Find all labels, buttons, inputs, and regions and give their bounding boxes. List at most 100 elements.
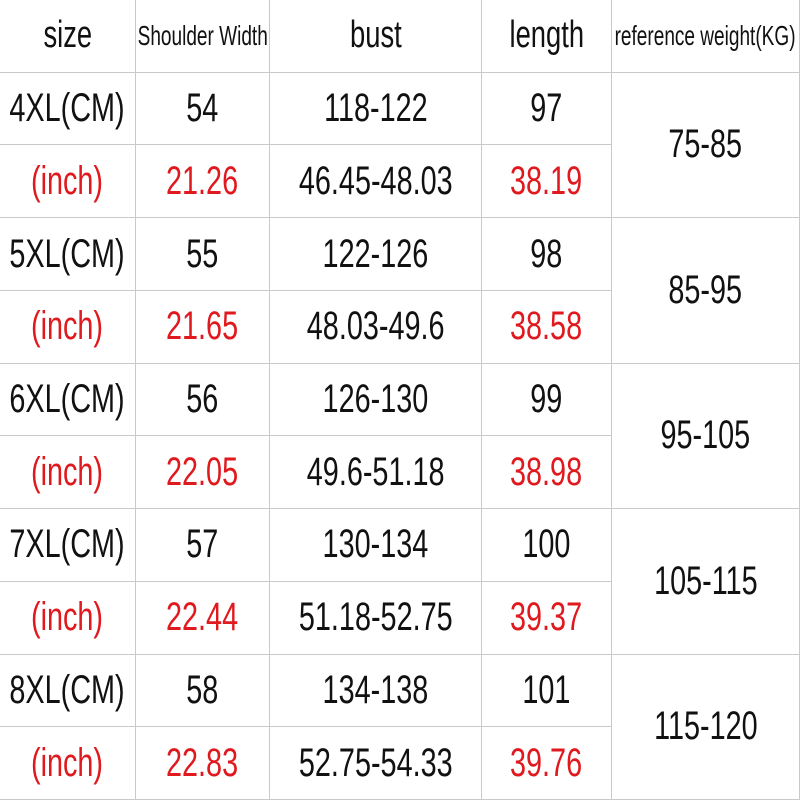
cm-cell: 7XL(CM)	[0, 509, 136, 582]
weight-cell: 95-105	[612, 363, 800, 510]
cell-text: 22.44	[166, 595, 239, 640]
cell-text: (inch)	[31, 158, 104, 203]
cm-cell: 134-138	[270, 654, 482, 728]
cell-text: (inch)	[31, 740, 104, 785]
cm-cell: 4XL(CM)	[0, 72, 136, 146]
cm-cell: 100	[482, 509, 612, 582]
cell-text: Shoulder Width	[137, 19, 268, 51]
cell-text: 118-122	[323, 86, 428, 131]
inch-cell: (inch)	[0, 436, 136, 510]
cell-text: bust	[349, 14, 402, 57]
inch-cell: 49.6-51.18	[270, 436, 482, 510]
cell-text: 22.05	[166, 449, 239, 494]
cm-cell: 130-134	[270, 509, 482, 582]
cell-text: 134-138	[322, 667, 429, 712]
cell-text: size	[43, 14, 92, 57]
inch-cell: 21.26	[136, 145, 270, 219]
cm-cell: 118-122	[270, 72, 482, 146]
cell-text: 22.83	[166, 740, 239, 785]
cm-cell: 54	[136, 72, 270, 146]
cell-text: 21.26	[166, 158, 239, 203]
cell-text: 38.19	[510, 158, 583, 203]
cell-text: 52.75-54.33	[298, 740, 453, 785]
cell-text: 6XL(CM)	[9, 376, 126, 421]
weight-cell: 115-120	[612, 654, 800, 800]
inch-cell: 38.19	[482, 145, 612, 219]
cm-cell: 97	[482, 72, 612, 146]
header-cell: length	[482, 0, 612, 73]
cell-text: 95-105	[660, 413, 751, 458]
inch-cell: 22.44	[136, 581, 270, 655]
weight-cell: 105-115	[612, 509, 800, 655]
cell-text: 49.6-51.18	[306, 449, 445, 494]
inch-cell: (inch)	[0, 290, 136, 364]
cell-text: 126-130	[322, 376, 429, 421]
inch-cell: 38.98	[482, 436, 612, 510]
header-cell: size	[0, 0, 136, 73]
cell-text: 56	[186, 376, 219, 421]
cell-text: 85-95	[668, 267, 743, 312]
inch-cell: (inch)	[0, 581, 136, 655]
cell-text: 97	[530, 86, 563, 131]
cell-text: 5XL(CM)	[9, 231, 126, 276]
cell-text: 122-126	[322, 231, 429, 276]
cell-text: 105-115	[653, 558, 758, 603]
header-cell: Shoulder Width	[136, 0, 270, 73]
inch-cell: 52.75-54.33	[270, 727, 482, 800]
cm-cell: 8XL(CM)	[0, 654, 136, 728]
cell-text: 58	[186, 667, 219, 712]
inch-cell: 38.58	[482, 290, 612, 364]
cell-text: 21.65	[166, 304, 239, 349]
inch-cell: (inch)	[0, 727, 136, 800]
cell-text: 8XL(CM)	[9, 667, 126, 712]
cell-text: length	[509, 14, 584, 57]
inch-cell: 51.18-52.75	[270, 581, 482, 655]
cell-text: 115-120	[653, 704, 758, 749]
cm-cell: 98	[482, 218, 612, 291]
cm-cell: 99	[482, 363, 612, 437]
cell-text: (inch)	[31, 595, 104, 640]
header-cell: reference weight(KG)	[612, 0, 800, 73]
weight-cell: 75-85	[612, 72, 800, 219]
cm-cell: 122-126	[270, 218, 482, 291]
cell-text: 4XL(CM)	[9, 86, 126, 131]
cell-text: 55	[186, 231, 219, 276]
inch-cell: (inch)	[0, 145, 136, 219]
cell-text: 38.58	[510, 304, 583, 349]
cell-text: 98	[530, 231, 563, 276]
cell-text: (inch)	[31, 449, 104, 494]
cm-cell: 55	[136, 218, 270, 291]
cell-text: 38.98	[510, 449, 583, 494]
inch-cell: 21.65	[136, 290, 270, 364]
cell-text: 100	[522, 522, 571, 567]
cell-text: 75-85	[668, 122, 743, 167]
cell-text: 51.18-52.75	[298, 595, 453, 640]
cell-text: 57	[186, 522, 219, 567]
cm-cell: 6XL(CM)	[0, 363, 136, 437]
cell-text: 7XL(CM)	[9, 522, 126, 567]
cm-cell: 57	[136, 509, 270, 582]
header-cell: bust	[270, 0, 482, 73]
inch-cell: 39.37	[482, 581, 612, 655]
cell-text: 48.03-49.6	[306, 304, 445, 349]
cell-text: (inch)	[31, 304, 104, 349]
inch-cell: 22.05	[136, 436, 270, 510]
inch-cell: 39.76	[482, 727, 612, 800]
cm-cell: 101	[482, 654, 612, 728]
cell-text: 39.76	[510, 740, 583, 785]
cell-text: 54	[186, 86, 219, 131]
inch-cell: 48.03-49.6	[270, 290, 482, 364]
weight-cell: 85-95	[612, 218, 800, 364]
cm-cell: 58	[136, 654, 270, 728]
cm-cell: 5XL(CM)	[0, 218, 136, 291]
cell-text: 39.37	[510, 595, 583, 640]
cell-text: 101	[522, 667, 571, 712]
cell-text: 130-134	[322, 522, 429, 567]
cm-cell: 126-130	[270, 363, 482, 437]
inch-cell: 22.83	[136, 727, 270, 800]
cell-text: 99	[530, 376, 563, 421]
cell-text: reference weight(KG)	[615, 19, 796, 51]
cell-text: 46.45-48.03	[298, 158, 453, 203]
inch-cell: 46.45-48.03	[270, 145, 482, 219]
